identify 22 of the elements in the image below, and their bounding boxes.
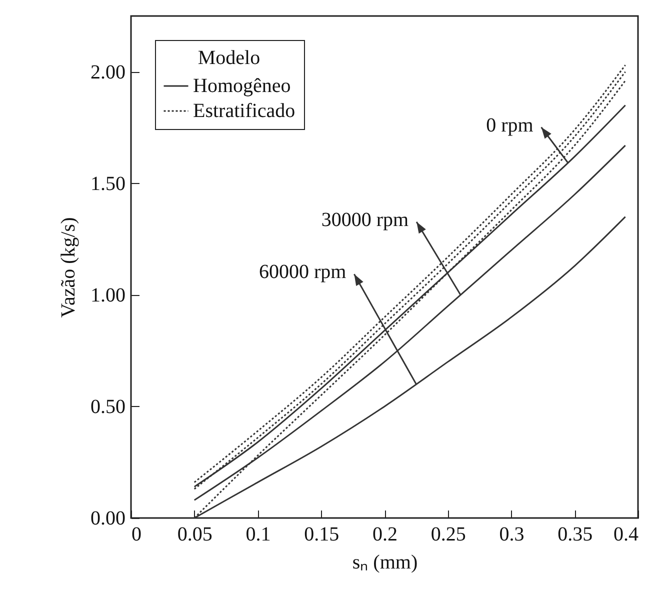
x-tick-label: 0.4 (614, 524, 638, 546)
annotation: 60000 rpm (258, 261, 347, 284)
annotation: 30000 rpm (321, 208, 409, 231)
x-axis-title: sₙ (mm) (352, 552, 418, 574)
y-tick-label: 2.00 (90, 61, 126, 84)
x-tick-label: 0.15 (304, 524, 340, 546)
x-tick-label: 0.05 (177, 524, 212, 546)
x-tick-label: 0.2 (372, 524, 398, 546)
x-tick-label: 0.3 (499, 524, 524, 546)
legend-title: Modelo (198, 47, 260, 69)
legend-label: Homogêneo (193, 75, 291, 97)
y-tick-label: 0.50 (90, 396, 126, 418)
x-tick-label: 0.35 (558, 524, 593, 546)
y-tick-label: 1.50 (90, 172, 126, 195)
annotation: 0 rpm (486, 114, 534, 136)
y-tick-label: 1.00 (90, 284, 126, 306)
x-tick-label: 0.25 (430, 524, 466, 546)
legend-label: Estratificado (193, 100, 296, 122)
x-tick-label: 0 (132, 524, 142, 546)
y-tick-label: 0.00 (90, 508, 126, 530)
y-axis-title: Vazão (kg/s) (58, 217, 80, 318)
x-tick-label: 0.1 (246, 524, 271, 546)
